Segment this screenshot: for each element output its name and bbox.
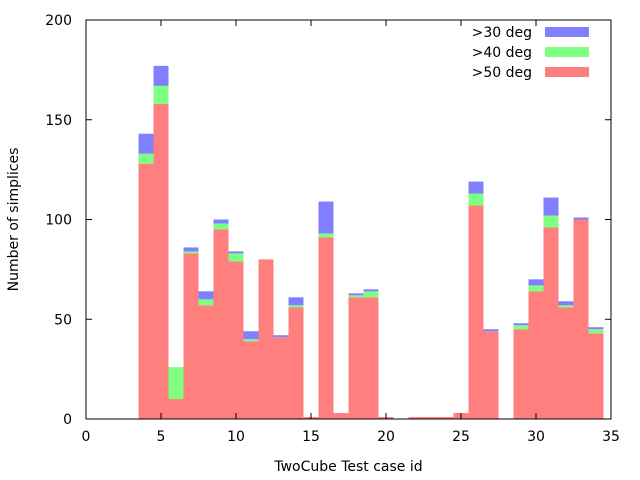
bar-segment-s0-x29 bbox=[513, 329, 529, 419]
bar-segment-s1-x14 bbox=[288, 305, 304, 308]
bar-segment-s0-x13 bbox=[273, 337, 289, 419]
bar-segment-s2-x7 bbox=[183, 247, 199, 252]
legend-label-1: >40 deg bbox=[472, 45, 532, 61]
bar-segment-s2-x11 bbox=[243, 331, 259, 340]
bar-segment-s2-x4 bbox=[138, 133, 154, 154]
bar-segment-s1-x32 bbox=[558, 305, 574, 308]
legend: >30 deg >40 deg >50 deg bbox=[472, 25, 589, 81]
bar-segment-s0-x34 bbox=[588, 333, 604, 419]
bar-segment-s1-x31 bbox=[543, 215, 559, 228]
bar-segment-s2-x33 bbox=[573, 217, 589, 220]
axis-ticks: 0 5 10 15 20 25 30 35 0 50 100 150 200 bbox=[45, 13, 620, 445]
bar-segment-s2-x8 bbox=[198, 291, 214, 300]
legend-swatch-0 bbox=[545, 27, 589, 37]
bar-segment-s2-x9 bbox=[213, 219, 229, 224]
bar-segment-s1-x5 bbox=[153, 85, 169, 104]
x-tick-label-0: 0 bbox=[82, 429, 91, 445]
bar-segment-s2-x32 bbox=[558, 301, 574, 306]
x-tick-label-25: 25 bbox=[452, 429, 470, 445]
bar-segment-s0-x30 bbox=[528, 291, 544, 419]
bar-segment-s1-x9 bbox=[213, 223, 229, 230]
bar-segment-s0-x5 bbox=[153, 103, 169, 419]
legend-swatch-1 bbox=[545, 47, 589, 57]
legend-label-2: >50 deg bbox=[472, 65, 532, 81]
bar-segment-s2-x10 bbox=[228, 251, 244, 254]
bar-segment-s0-x32 bbox=[558, 307, 574, 419]
bar-segment-s0-x17 bbox=[333, 413, 349, 419]
bar-segment-s2-x34 bbox=[588, 327, 604, 330]
bar-segment-s0-x26 bbox=[468, 205, 484, 419]
x-tick-label-10: 10 bbox=[227, 429, 245, 445]
bar-segment-s2-x5 bbox=[153, 65, 169, 86]
bar-segment-s0-x6 bbox=[168, 399, 184, 419]
x-tick-label-5: 5 bbox=[157, 429, 166, 445]
x-tick-label-30: 30 bbox=[527, 429, 545, 445]
bar-segment-s1-x10 bbox=[228, 253, 244, 262]
bar-segment-s1-x26 bbox=[468, 193, 484, 206]
legend-label-0: >30 deg bbox=[472, 25, 532, 41]
bar-segment-s0-x14 bbox=[288, 307, 304, 419]
bar-segment-s1-x18 bbox=[348, 295, 364, 298]
x-tick-label-20: 20 bbox=[377, 429, 395, 445]
x-tick-label-35: 35 bbox=[602, 429, 620, 445]
bar-segment-s2-x13 bbox=[273, 335, 289, 338]
x-axis-label: TwoCube Test case id bbox=[273, 459, 422, 475]
y-tick-label-50: 50 bbox=[54, 312, 72, 328]
bar-segment-s2-x31 bbox=[543, 197, 559, 216]
y-tick-label-100: 100 bbox=[45, 213, 72, 229]
bar-segment-s0-x22 bbox=[408, 417, 424, 419]
bar-segment-s1-x7 bbox=[183, 251, 199, 254]
bar-segment-s2-x26 bbox=[468, 181, 484, 194]
bar-segment-s2-x16 bbox=[318, 201, 334, 234]
y-tick-label-200: 200 bbox=[45, 13, 72, 29]
bar-segment-s0-x33 bbox=[573, 219, 589, 419]
legend-swatch-2 bbox=[545, 67, 589, 77]
y-tick-label-150: 150 bbox=[45, 113, 72, 129]
bar-segment-s2-x30 bbox=[528, 279, 544, 286]
bar-segment-s0-x16 bbox=[318, 237, 334, 419]
bars-layer bbox=[138, 65, 604, 419]
bar-segment-s0-x8 bbox=[198, 305, 214, 419]
bar-segment-s1-x29 bbox=[513, 325, 529, 330]
bar-segment-s0-x24 bbox=[438, 417, 454, 419]
bar-segment-s2-x29 bbox=[513, 323, 529, 326]
bar-segment-s1-x4 bbox=[138, 153, 154, 164]
y-tick-label-0: 0 bbox=[63, 412, 72, 428]
bar-segment-s0-x11 bbox=[243, 341, 259, 419]
bar-segment-s0-x18 bbox=[348, 297, 364, 419]
y-axis-label: Number of simplices bbox=[6, 148, 22, 292]
bar-segment-s1-x8 bbox=[198, 299, 214, 306]
bar-segment-s0-x10 bbox=[228, 261, 244, 419]
bar-segment-s1-x6 bbox=[168, 367, 184, 400]
bar-segment-s1-x19 bbox=[363, 291, 379, 298]
bar-segment-s0-x7 bbox=[183, 253, 199, 419]
bar-segment-s1-x30 bbox=[528, 285, 544, 292]
bar-segment-s1-x16 bbox=[318, 233, 334, 238]
bar-segment-s2-x27 bbox=[483, 329, 499, 332]
x-tick-label-15: 15 bbox=[302, 429, 320, 445]
bar-segment-s2-x18 bbox=[348, 293, 364, 296]
bar-segment-s1-x34 bbox=[588, 329, 604, 334]
bar-segment-s1-x11 bbox=[243, 339, 259, 342]
bar-segment-s0-x12 bbox=[258, 259, 274, 419]
bar-segment-s0-x27 bbox=[483, 331, 499, 419]
bar-segment-s0-x23 bbox=[423, 417, 439, 419]
bar-segment-s2-x14 bbox=[288, 297, 304, 306]
bar-segment-s0-x31 bbox=[543, 227, 559, 419]
bar-segment-s0-x19 bbox=[363, 297, 379, 419]
bar-segment-s2-x19 bbox=[363, 289, 379, 292]
bar-segment-s0-x4 bbox=[138, 163, 154, 419]
bar-segment-s0-x9 bbox=[213, 229, 229, 419]
